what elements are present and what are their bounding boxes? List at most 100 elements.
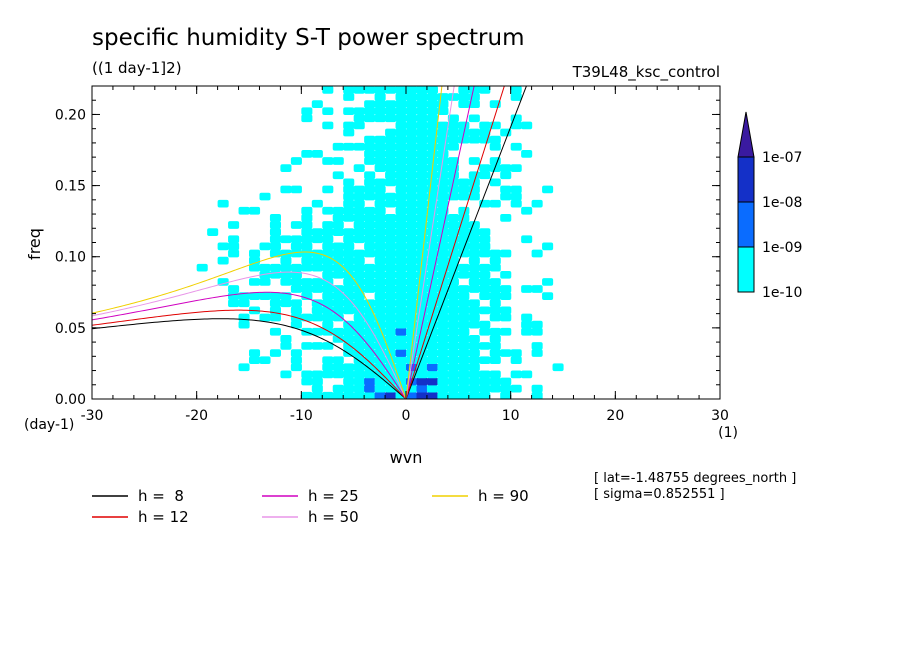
spectrum-cell [374, 363, 386, 372]
spectrum-cell [406, 214, 418, 222]
spectrum-cell [468, 342, 480, 350]
spectrum-cell [437, 370, 449, 379]
x-tick-label: 20 [606, 408, 624, 424]
spectrum-cell [290, 278, 302, 286]
spectrum-cell [364, 299, 376, 308]
spectrum-cell [437, 377, 449, 386]
spectrum-cell [364, 221, 376, 229]
spectrum-cell [228, 249, 240, 258]
spectrum-cell [301, 278, 313, 286]
spectrum-cell [395, 221, 407, 229]
spectrum-cell [311, 150, 323, 158]
spectrum-cell [437, 128, 449, 137]
spectrum-cell [468, 384, 480, 393]
spectrum-cell [479, 278, 491, 286]
spectrum-cell [447, 93, 459, 101]
y-tick-label: 0.10 [55, 250, 86, 266]
y-axis-label: freq [25, 228, 44, 260]
spectrum-cell [406, 320, 418, 329]
spectrum-cell [416, 278, 428, 286]
spectrum-cell [458, 292, 470, 301]
spectrum-cell [489, 313, 501, 322]
spectrum-cell [395, 256, 407, 265]
spectrum-cell [426, 228, 438, 236]
spectrum-cell [489, 356, 501, 365]
spectrum-cell [322, 228, 334, 236]
spectrum-cell [531, 327, 543, 336]
spectrum-cell [311, 235, 323, 244]
spectrum-cell [374, 114, 386, 123]
spectrum-cell [468, 370, 480, 379]
spectrum-cell [395, 327, 407, 336]
spectrum-cell [416, 249, 428, 258]
spectrum-cell [458, 242, 470, 251]
spectrum-cell [510, 370, 522, 379]
spectrum-cell [385, 256, 397, 265]
spectrum-cell [426, 114, 438, 123]
spectrum-cell [290, 306, 302, 315]
spectrum-cell [406, 199, 418, 208]
spectrum-cell [374, 150, 386, 158]
spectrum-cell [447, 384, 459, 393]
spectrum-cell [416, 150, 428, 158]
spectrum-cell [269, 242, 281, 251]
spectrum-cell [353, 221, 365, 229]
spectrum-cell [311, 327, 323, 336]
spectrum-cell [301, 107, 313, 116]
spectrum-cell [437, 349, 449, 357]
spectrum-cell [311, 263, 323, 272]
spectrum-cell [290, 263, 302, 272]
spectrum-cell [489, 285, 501, 293]
x-tick-label: 10 [502, 408, 520, 424]
spectrum-cell [521, 150, 533, 158]
spectrum-cell [301, 292, 313, 301]
spectrum-cell [447, 157, 459, 165]
spectrum-cell [426, 171, 438, 180]
spectrum-cell [406, 334, 418, 343]
spectrum-cell [406, 171, 418, 180]
spectrum-cell [322, 121, 334, 130]
spectrum-cell [353, 107, 365, 116]
spectrum-cell [489, 306, 501, 315]
spectrum-cell [353, 199, 365, 208]
spectrum-cell [385, 86, 397, 94]
spectrum-cell [374, 256, 386, 265]
spectrum-cell [542, 185, 554, 194]
spectrum-cell [426, 384, 438, 393]
spectrum-cell [332, 256, 344, 265]
spectrum-cell [374, 100, 386, 108]
spectrum-cell [447, 171, 459, 180]
spectrum-cell [269, 313, 281, 322]
spectrum-cell [311, 306, 323, 315]
spectrum-cell [458, 214, 470, 222]
colorbar-label: 1e-07 [762, 150, 802, 166]
spectrum-cell [437, 363, 449, 372]
spectrum-cell [322, 342, 334, 350]
spectrum-cell [290, 185, 302, 194]
spectrum-cell [500, 164, 512, 172]
spectrum-cell [447, 121, 459, 130]
spectrum-cell [385, 128, 397, 137]
spectrum-cell [458, 377, 470, 386]
spectrum-cell [437, 256, 449, 265]
spectrum-cell [468, 114, 480, 123]
spectrum-cell [468, 192, 480, 201]
spectrum-cell [406, 270, 418, 279]
spectrum-cell [343, 249, 355, 258]
spectrum-cell [322, 249, 334, 258]
spectrum-cell [489, 199, 501, 208]
spectrum-cell [385, 249, 397, 258]
spectrum-cell [426, 86, 438, 94]
spectrum-cell [332, 327, 344, 336]
colorbar-segment [737, 201, 755, 248]
spectrum-cell [280, 263, 292, 272]
spectrum-cell [280, 256, 292, 265]
spectrum-cell [364, 100, 376, 108]
colorbar-label: 1e-10 [762, 285, 802, 301]
spectrum-cell [228, 242, 240, 251]
spectrum-cell [249, 206, 261, 215]
spectrum-cell [343, 242, 355, 251]
spectrum-cell [364, 157, 376, 165]
spectrum-cell [458, 342, 470, 350]
spectrum-cell [353, 185, 365, 194]
